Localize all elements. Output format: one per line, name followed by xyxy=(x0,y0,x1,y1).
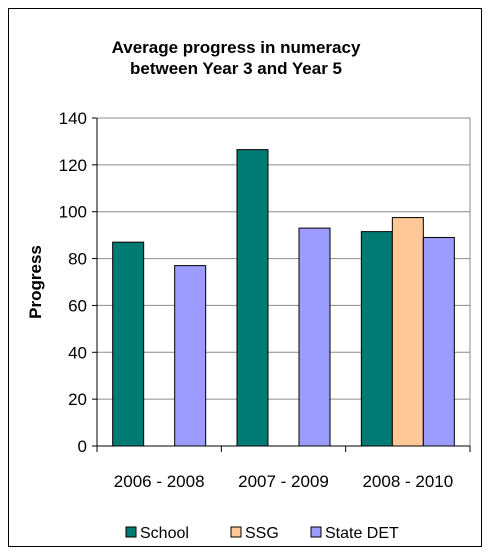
axes xyxy=(92,117,471,452)
bar xyxy=(236,149,269,447)
bar xyxy=(298,227,331,447)
x-tick-labels: 2006 - 2008 2007 - 2009 2008 - 2010 xyxy=(114,472,453,491)
x-tick-label: 2008 - 2010 xyxy=(362,472,453,491)
x-tick-label: 2006 - 2008 xyxy=(114,472,205,491)
legend-label: SSG xyxy=(245,525,279,542)
legend-swatch xyxy=(230,526,242,538)
bar xyxy=(422,236,455,447)
chart-title-line-2: between Year 3 and Year 5 xyxy=(130,59,342,78)
chart-title-line-1: Average progress in numeracy xyxy=(112,38,361,57)
y-tick-label: 40 xyxy=(68,343,87,362)
legend-swatch xyxy=(125,526,137,538)
y-tick-label: 0 xyxy=(78,437,87,456)
legend-label: State DET xyxy=(325,525,399,542)
bar xyxy=(391,217,424,447)
y-tick-label: 120 xyxy=(59,156,87,175)
x-tick-label: 2007 - 2009 xyxy=(238,472,329,491)
y-axis-label: Progress xyxy=(26,245,45,319)
legend-swatch xyxy=(310,526,322,538)
y-tick-label: 80 xyxy=(68,250,87,269)
legend-label: School xyxy=(140,525,189,542)
y-tick-label: 60 xyxy=(68,296,87,315)
y-tick-labels: 0 20 40 60 80 100 120 140 xyxy=(59,109,87,456)
bars xyxy=(112,149,455,447)
bar xyxy=(174,265,207,447)
y-tick-label: 100 xyxy=(59,203,87,222)
y-tick-label: 20 xyxy=(68,390,87,409)
legend: School SSG State DET xyxy=(125,525,399,542)
bar xyxy=(360,231,393,447)
bar xyxy=(112,241,145,447)
y-tick-label: 140 xyxy=(59,109,87,128)
